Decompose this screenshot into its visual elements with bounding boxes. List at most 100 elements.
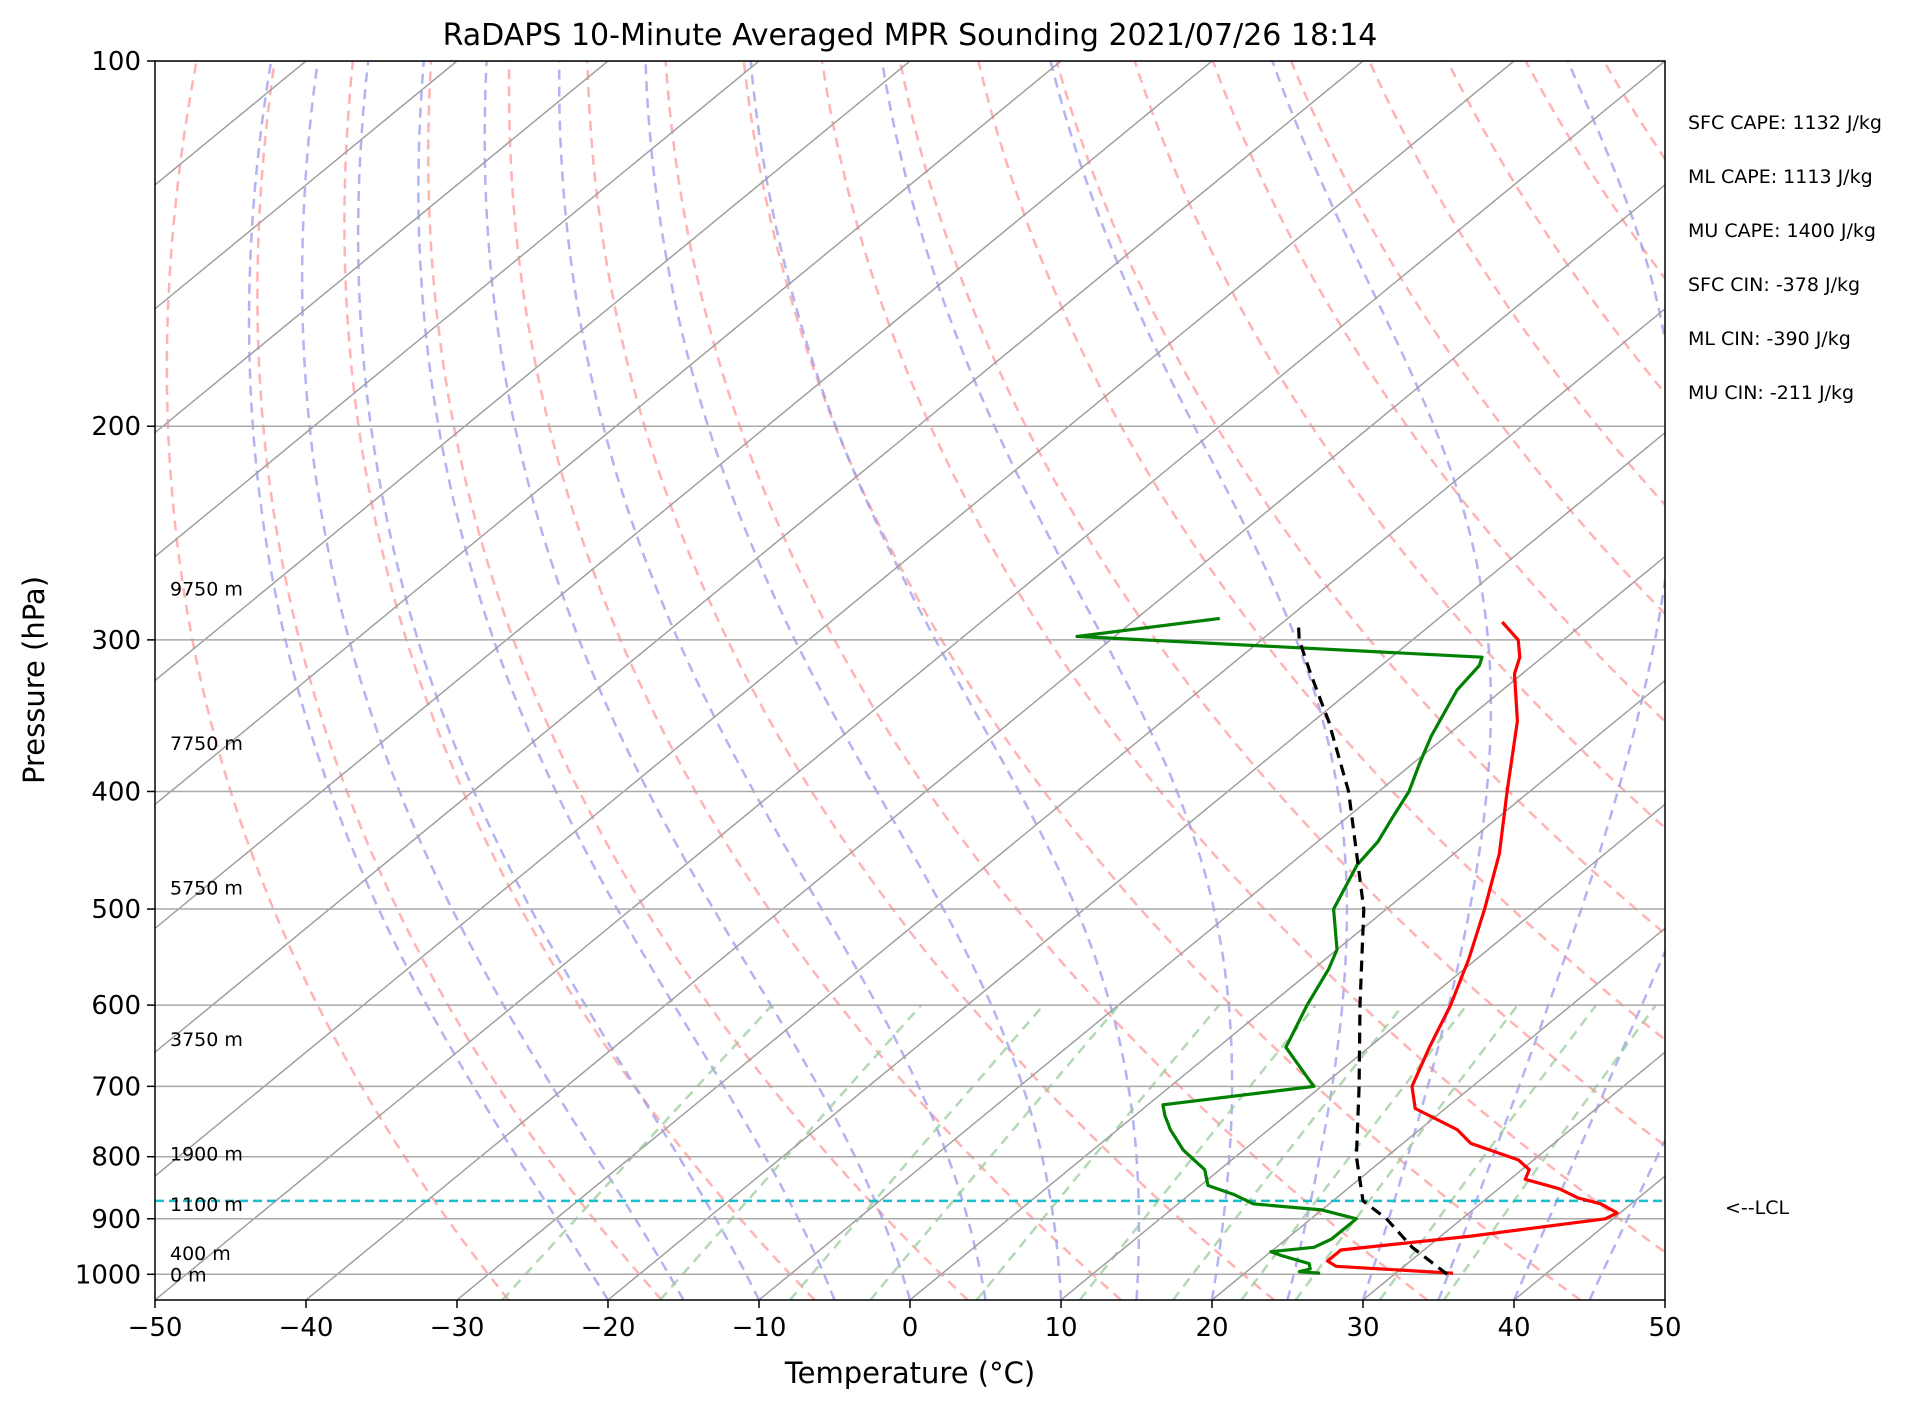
stat-annotation: SFC CAPE: 1132 J/kg [1688,112,1882,134]
moist-adiabat [1271,61,1493,1300]
sounding-series [1075,616,1619,1276]
x-tick-label: −40 [279,1313,334,1343]
mixing-ratio-line [659,1004,923,1300]
isotherm [155,61,458,310]
moist-adiabat [300,61,685,1300]
y-tick-label: 1000 [75,1260,141,1290]
stat-annotation: ML CIN: -390 J/kg [1688,328,1851,350]
altitude-label: 7750 m [170,733,243,755]
x-tick-label: −30 [430,1313,485,1343]
dry-adiabat [820,61,1665,1254]
stat-annotation: SFC CIN: -378 J/kg [1688,274,1860,296]
mixing-ratio-line [501,1004,774,1300]
mixing-ratio-line [1171,1004,1404,1300]
moist-adiabat [644,61,1063,1300]
temperature-profile [1325,620,1619,1275]
isotherm [1816,61,1925,1300]
isotherm [155,61,1364,1054]
altitude-label: 400 m [170,1243,231,1265]
isotherm [607,431,1665,1300]
stat-annotation: MU CAPE: 1400 J/kg [1688,220,1876,242]
y-tick-label: 700 [91,1072,141,1102]
x-tick-label: −20 [581,1313,636,1343]
mixing-ratio-line [788,1004,1045,1300]
altitude-label: 1900 m [170,1143,243,1165]
isotherm [155,61,1062,806]
dry-adiabat [1446,61,1665,396]
dry-adiabat [426,61,969,1300]
dry-adiabat [1211,61,1665,724]
altitude-label: 0 m [170,1264,207,1286]
x-axis-title: Temperature (°C) [784,1356,1035,1390]
dry-adiabat [742,61,1582,1300]
dry-adiabat [1682,61,1925,1300]
y-axis-title: Pressure (hPa) [17,576,51,784]
dry-adiabat [977,61,1665,1042]
altitude-label: 9750 m [170,578,243,600]
dry-adiabat [165,61,510,1300]
isotherm [1362,1051,1665,1300]
x-tick-label: 30 [1346,1313,1379,1343]
x-tick-label: 50 [1648,1313,1681,1343]
mixing-ratio-line [1294,1004,1519,1300]
y-tick-label: 500 [91,895,141,925]
moist-adiabat [247,61,610,1300]
isotherm [155,61,760,558]
dry-adiabat [1760,61,1925,1300]
dry-adiabat [1602,61,1665,162]
altitude-label: 3750 m [170,1029,243,1051]
dry-adiabat [1133,61,1665,830]
isotherm [909,679,1665,1300]
isotherm [155,61,1213,930]
mixing-ratio-line [1378,1004,1598,1300]
stat-annotation: ML CAPE: 1113 J/kg [1688,166,1873,188]
background-thermo-lines [155,61,1925,1300]
pressure-gridlines [155,61,1665,1276]
moist-adiabat [1437,61,1665,1300]
isotherm [1664,1299,1665,1300]
x-tick-label: 40 [1497,1313,1530,1343]
y-tick-label: 400 [91,777,141,807]
moist-adiabat [1512,948,1665,1300]
dry-adiabat [1289,61,1665,616]
x-tick-label: −10 [732,1313,787,1343]
y-axis-ticks: 100 200 300 400 500 600 700 800 900 1000 [75,47,155,1290]
dry-adiabat [898,61,1665,1148]
moist-adiabat [356,61,761,1300]
mixing-ratio-line [975,1004,1221,1300]
dry-adiabat [507,61,1122,1300]
y-tick-label: 600 [91,991,141,1021]
chart-title: RaDAPS 10-Minute Averaged MPR Sounding 2… [443,18,1378,53]
moist-adiabat [1049,61,1349,1300]
x-tick-label: 10 [1044,1313,1077,1343]
isotherm [1060,803,1665,1300]
moist-adiabat [880,61,1234,1300]
x-axis-ticks: −50 −40 −30 −20 −10 0 10 20 30 40 50 [128,1300,1682,1343]
moist-adiabat [557,61,987,1300]
y-tick-label: 300 [91,626,141,656]
altitude-label: 1100 m [170,1194,243,1216]
isotherm [1211,927,1665,1300]
x-tick-label: 20 [1195,1313,1228,1343]
moist-adiabat [749,61,1141,1300]
dry-adiabat [664,61,1429,1300]
isotherm [758,555,1665,1300]
stat-annotation: MU CIN: -211 J/kg [1688,382,1854,404]
y-tick-label: 800 [91,1143,141,1173]
moist-adiabat [417,61,836,1300]
dry-adiabat [1524,61,1665,281]
dry-adiabat [256,61,663,1300]
isotherm [155,61,1515,1178]
stability-stats: SFC CAPE: 1132 J/kg ML CAPE: 1113 J/kg MU … [1688,112,1882,404]
moist-adiabat [1588,1137,1665,1300]
mixing-ratio-line [1078,1004,1317,1300]
x-tick-label: 0 [902,1313,919,1343]
y-tick-label: 100 [91,47,141,77]
mixing-ratio-line [1442,1004,1657,1300]
y-tick-label: 900 [91,1205,141,1235]
lcl-line: <--LCL [155,1197,1789,1219]
isotherm [305,183,1665,1300]
x-tick-label: −50 [128,1313,183,1343]
